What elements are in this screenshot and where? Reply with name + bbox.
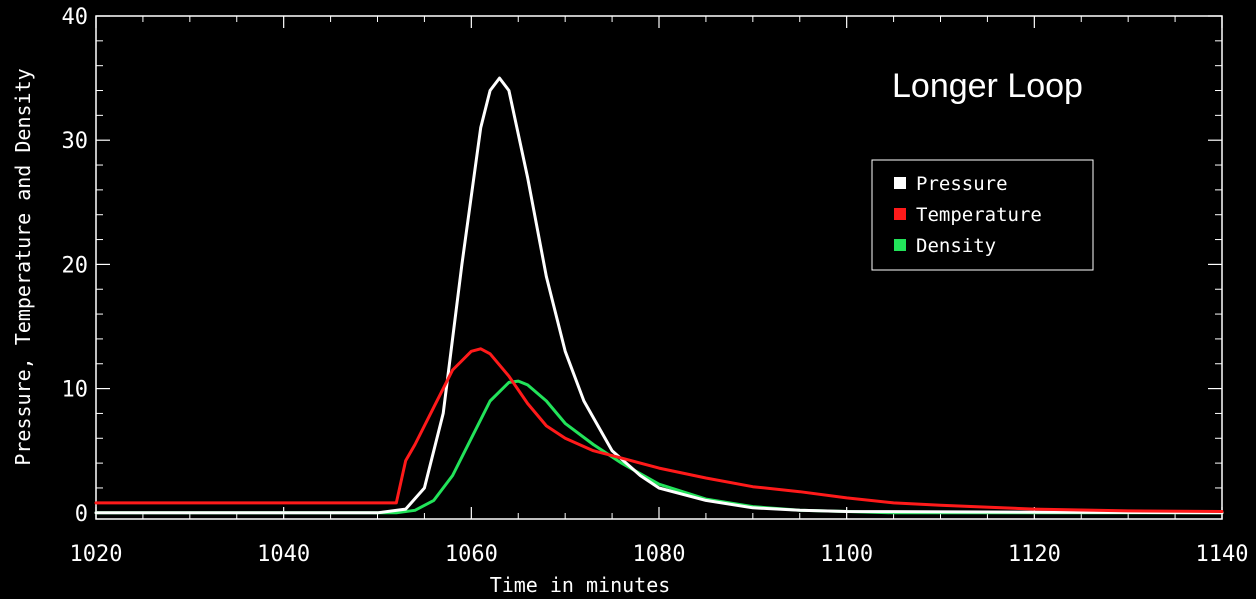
series-lines (94, 76, 1224, 515)
x-axis-title: Time in minutes (490, 573, 671, 597)
x-tick-label: 1040 (257, 542, 310, 567)
x-tick-labels: 1020 1040 1060 1080 1100 1120 1140 (70, 542, 1249, 567)
y-tick-label: 20 (62, 253, 89, 278)
x-tick-label: 1060 (445, 542, 498, 567)
y-tick-label: 30 (62, 129, 89, 154)
y-tick-label: 10 (62, 378, 89, 403)
x-tick-label: 1140 (1196, 542, 1249, 567)
y-tick-label: 0 (75, 502, 88, 527)
legend-label-density: Density (916, 235, 996, 257)
x-tick-label: 1100 (820, 542, 873, 567)
chart-annotation: Longer Loop (892, 67, 1083, 105)
legend: Pressure Temperature Density (871, 159, 1094, 271)
series-line-pressure (94, 76, 1224, 515)
legend-label-pressure: Pressure (916, 173, 1008, 195)
x-tick-label: 1120 (1008, 542, 1061, 567)
legend-label-temperature: Temperature (916, 204, 1042, 226)
series-line-temperature (94, 347, 1224, 513)
legend-box (871, 159, 1094, 271)
y-tick-labels: 0 10 20 30 40 (62, 5, 89, 527)
y-axis-title: Pressure, Temperature and Density (11, 68, 35, 465)
legend-swatch-pressure (894, 177, 906, 189)
x-tick-label: 1080 (633, 542, 686, 567)
y-tick-label: 40 (62, 5, 89, 30)
x-tick-label: 1020 (70, 542, 123, 567)
legend-swatch-temperature (894, 208, 906, 220)
series-line-density (94, 379, 1224, 515)
legend-swatch-density (894, 239, 906, 251)
